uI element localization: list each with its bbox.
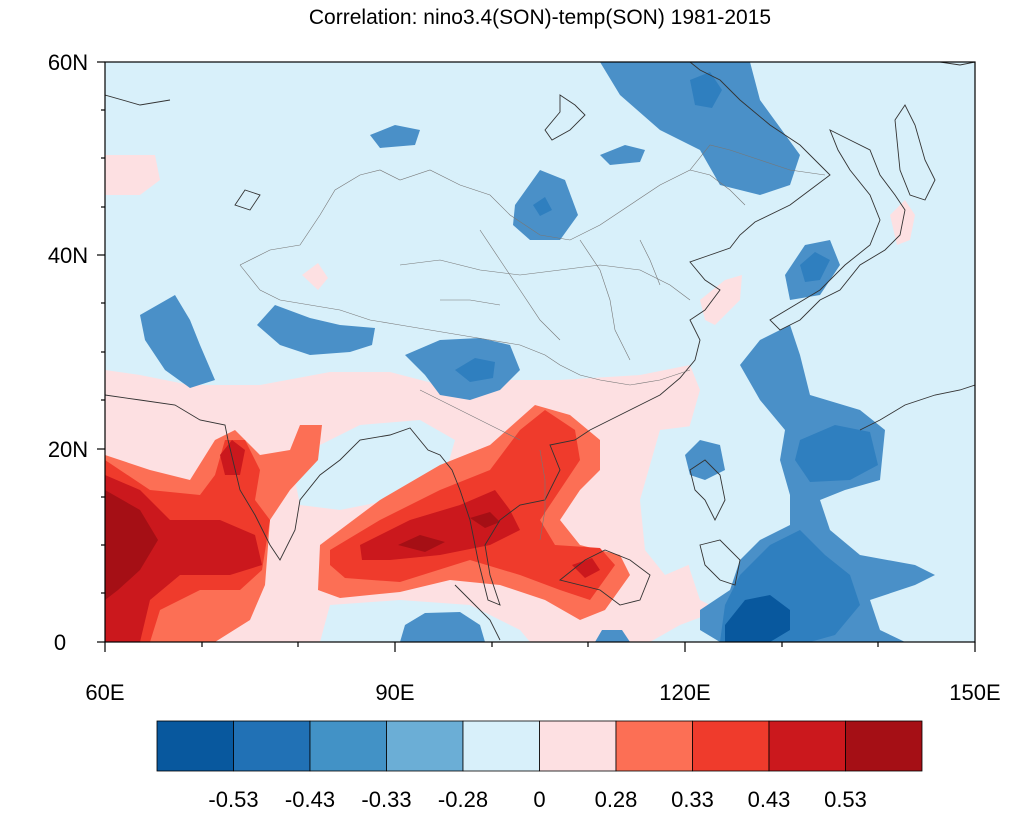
colorbar-label: -0.43 bbox=[285, 787, 335, 812]
contour-neg-028-equator bbox=[400, 612, 485, 642]
contour-neg-028-northeast bbox=[600, 62, 800, 195]
contour-pos-max-small bbox=[470, 512, 500, 528]
contour-pos-max-west bbox=[105, 490, 158, 600]
colorbar-swatch bbox=[156, 720, 234, 772]
contour-neg-033-mongolia bbox=[533, 197, 552, 216]
colorbar-swatch bbox=[768, 720, 846, 772]
contour-neg-028-north2 bbox=[600, 145, 645, 165]
contour-neg-028-equator2 bbox=[595, 630, 630, 642]
colorbar-label: 0.28 bbox=[595, 787, 638, 812]
colorbar-swatch bbox=[309, 720, 387, 772]
contour-neg-028-westasia bbox=[140, 295, 215, 388]
colorbar-label: 0.33 bbox=[671, 787, 714, 812]
colorbar-swatch bbox=[615, 720, 693, 772]
colorbar-swatch bbox=[692, 720, 770, 772]
colorbar-swatch bbox=[386, 720, 464, 772]
contour-neg-053-core bbox=[725, 595, 790, 642]
contour-neg-028-north bbox=[370, 125, 420, 148]
colorbar-label: -0.33 bbox=[361, 787, 411, 812]
lat-label: 20N bbox=[48, 437, 88, 462]
colorbar-swatch bbox=[233, 720, 311, 772]
colorbar-swatch bbox=[845, 720, 923, 772]
lon-label: 120E bbox=[659, 680, 710, 705]
colorbar-label: 0 bbox=[533, 787, 545, 812]
contour-neg-033-pacific bbox=[795, 425, 878, 482]
colorbar-label: -0.28 bbox=[438, 787, 488, 812]
contour-neg-033-northeast bbox=[690, 72, 722, 108]
map-title: Correlation: nino3.4(SON)-temp(SON) 1981… bbox=[308, 6, 772, 29]
colorbar-swatch bbox=[539, 720, 617, 772]
colorbar-label: -0.53 bbox=[208, 787, 258, 812]
contour-pos-053-indochina bbox=[360, 490, 520, 560]
contour-pos-028-korea bbox=[700, 275, 742, 325]
contour-neg-033-manchuria bbox=[800, 252, 830, 282]
contour-pos-max-indochina bbox=[398, 535, 445, 552]
contour-neg-033-plateau bbox=[455, 358, 495, 382]
country-borders bbox=[239, 144, 826, 541]
contour-pos-028-spot bbox=[302, 263, 328, 290]
colorbar: -0.53 -0.43 -0.33 -0.28 0 0.28 0.33 0.43 0.53 bbox=[156, 720, 923, 812]
contour-pos-053-west bbox=[105, 475, 262, 642]
lat-label: 60N bbox=[48, 50, 88, 75]
x-axis bbox=[104, 642, 976, 652]
lon-label: 150E bbox=[949, 680, 1000, 705]
colorbar-swatch bbox=[462, 720, 540, 772]
y-axis bbox=[97, 61, 105, 643]
lon-label: 60E bbox=[85, 680, 124, 705]
contour-pos-053-south bbox=[572, 558, 600, 578]
lat-label: 0 bbox=[54, 630, 66, 655]
contour-pos-028-west bbox=[105, 155, 160, 195]
colorbar-label: 0.43 bbox=[748, 787, 791, 812]
colorbar-label: 0.53 bbox=[824, 787, 867, 812]
contour-layer bbox=[105, 62, 935, 642]
contour-neg-028-tibet bbox=[257, 305, 375, 355]
lon-label: 90E bbox=[375, 680, 414, 705]
lat-label: 40N bbox=[48, 243, 88, 268]
